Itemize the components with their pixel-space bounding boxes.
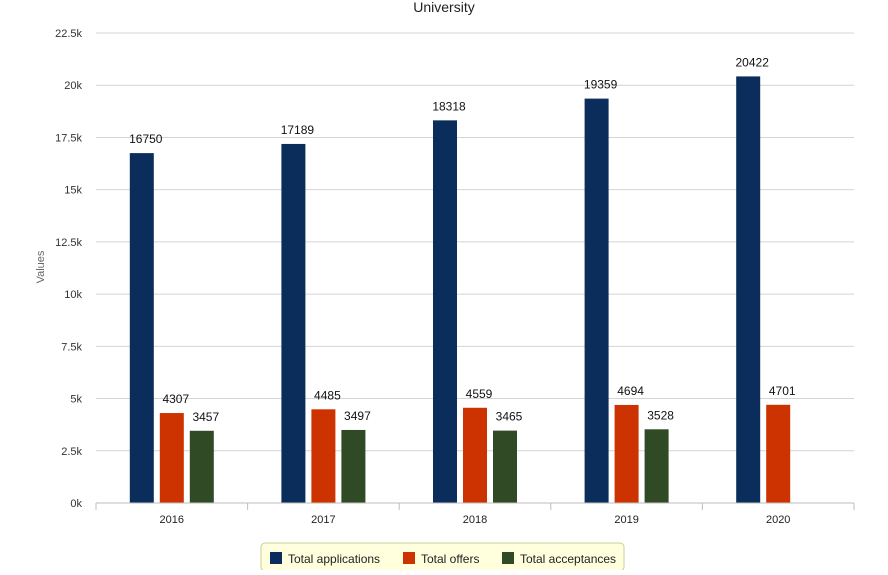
bar [493,430,517,503]
bar [766,404,791,503]
data-label: 4307 [162,392,189,406]
y-tick-label: 20k [64,80,82,92]
y-tick-label: 5k [70,394,82,406]
data-label: 16750 [129,132,163,146]
x-tick-label: 2020 [766,514,790,526]
data-label: 4694 [617,384,644,398]
y-tick-label: 0k [70,498,82,510]
bar [736,76,761,504]
x-tick-label: 2018 [463,514,487,526]
bar [129,153,154,503]
bar [159,413,184,503]
bar [189,430,214,503]
bar [341,429,366,503]
y-axis-label: Values [35,250,47,283]
x-tick-label: 2019 [614,514,638,526]
data-label: 18318 [432,99,466,113]
gridlines [96,32,854,452]
y-tick-label: 10k [64,289,82,301]
bar [463,407,487,503]
x-axis: 2016 2017 2018 2019 2020 [95,502,855,526]
data-label: 19359 [584,78,618,92]
data-label: 3457 [192,410,219,424]
legend-swatch [502,552,514,564]
bar [614,404,639,503]
bar [281,143,306,503]
legend-label: Total applications [288,552,380,566]
bars [129,76,791,504]
y-tick-label: 7.5k [61,341,82,353]
y-axis-ticks: 0k 2.5k 5k 7.5k 10k 12.5k 15k 17.5k 20k 22.5k [55,28,82,510]
bar [433,120,457,503]
y-tick-label: 12.5k [55,237,82,249]
y-tick-label: 22.5k [55,28,82,40]
bar [311,409,336,503]
data-labels: 16750 17189 18318 19359 20422 4307 4485 4559 469… [129,55,796,423]
legend-label: Total acceptances [520,552,616,566]
data-label: 4701 [769,384,796,398]
y-tick-label: 2.5k [61,446,82,458]
data-label: 4485 [314,388,341,402]
chart-title: University [413,0,474,15]
legend: Total applications Total offers Total acce… [260,542,625,572]
legend-swatch [270,552,282,564]
x-tick-label: 2017 [311,514,335,526]
data-label: 20422 [736,55,770,69]
data-label: 3497 [344,409,371,423]
data-label: 3528 [647,408,674,422]
bar [584,98,609,503]
data-label: 3465 [496,410,523,424]
y-tick-label: 17.5k [55,132,82,144]
x-tick-label: 2016 [160,514,184,526]
data-label: 17189 [281,123,315,137]
legend-swatch [403,552,415,564]
bar [644,429,669,503]
y-tick-label: 15k [64,185,82,197]
legend-label: Total offers [421,552,479,566]
data-label: 4559 [466,387,493,401]
